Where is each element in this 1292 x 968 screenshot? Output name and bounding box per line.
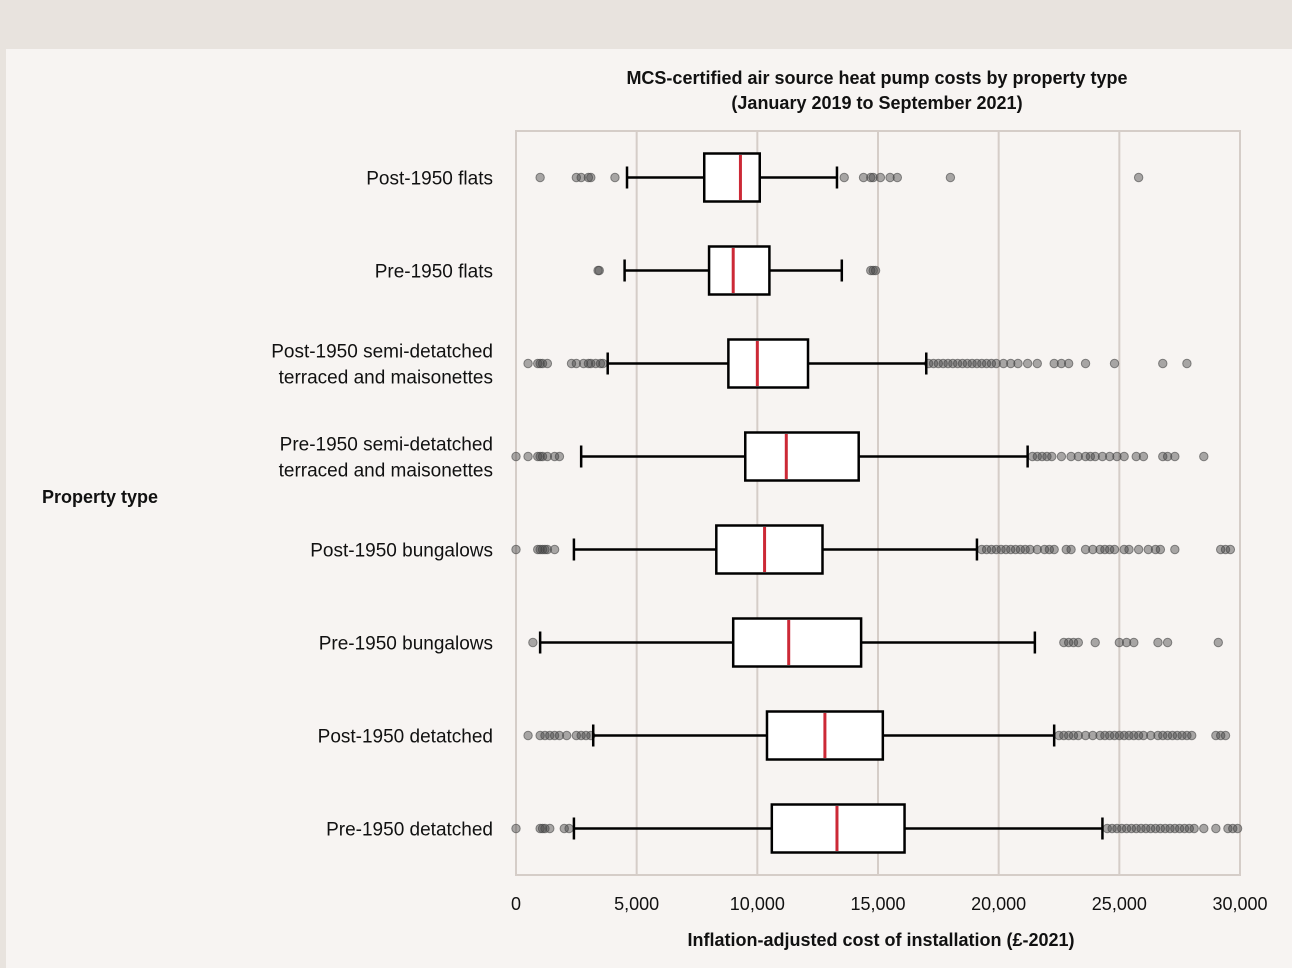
outlier-point [1014,359,1022,367]
iqr-box [728,340,808,388]
x-tick-label: 30,000 [1212,894,1267,914]
outlier-point [512,452,520,460]
box-row [524,712,1230,760]
outlier-point [1171,452,1179,460]
outlier-point [524,359,532,367]
box-row [524,340,1191,388]
outlier-point [1057,452,1065,460]
x-tick-label: 10,000 [730,894,785,914]
outlier-point [1050,545,1058,553]
outlier-point [524,452,532,460]
box-row [512,433,1208,481]
outlier-point [1110,359,1118,367]
outlier-point [1081,359,1089,367]
outlier-point [529,638,537,646]
box-row [536,154,1143,202]
iqr-box [745,433,858,481]
x-axis-title: Inflation-adjusted cost of installation … [687,930,1074,950]
outlier-point [1183,359,1191,367]
category-label: Pre-1950 bungalows [319,634,493,655]
outlier-point [1130,638,1138,646]
outlier-point [1212,824,1220,832]
outlier-point [1139,452,1147,460]
outlier-point [536,173,544,181]
outlier-point [524,731,532,739]
outlier-point [1233,824,1241,832]
outlier-point [595,266,603,274]
outlier-point [1110,545,1118,553]
outlier-point [611,173,619,181]
outlier-point [1200,452,1208,460]
outlier-point [1134,545,1142,553]
grid-lines [637,131,1120,875]
outlier-point [1067,545,1075,553]
outlier-point [1159,359,1167,367]
outlier-point [1154,638,1162,646]
outlier-point [876,173,884,181]
outlier-point [1023,359,1031,367]
category-label: Post-1950 semi-detatched [271,342,493,363]
outlier-point [1171,545,1179,553]
category-label: Post-1950 bungalows [310,541,493,562]
outlier-point [946,173,954,181]
outlier-point [1226,545,1234,553]
box-series [512,154,1242,853]
outlier-point [1214,638,1222,646]
outlier-point [565,824,573,832]
outlier-point [1200,824,1208,832]
iqr-box [716,526,822,574]
x-tick-label: 15,000 [850,894,905,914]
outlier-point [555,452,563,460]
category-label: Pre-1950 flats [375,262,493,283]
x-tick-label: 25,000 [1092,894,1147,914]
category-label: Post-1950 detatched [318,727,493,748]
x-tick-label: 0 [511,894,521,914]
outlier-point [562,731,570,739]
category-label: terraced and maisonettes [279,461,493,482]
outlier-point [1156,545,1164,553]
outlier-point [599,359,607,367]
x-tick-label: 5,000 [614,894,659,914]
outlier-point [1134,173,1142,181]
iqr-box [733,619,861,667]
outlier-point [550,545,558,553]
chart-title-line2: (January 2019 to September 2021) [731,93,1022,113]
y-axis-title: Property type [42,487,158,507]
outlier-point [1064,359,1072,367]
x-tick-labels: 0 5,000 10,000 15,000 20,000 25,000 30,000 [511,894,1268,914]
outlier-point [1125,545,1133,553]
outlier-point [546,824,554,832]
outlier-point [840,173,848,181]
outlier-point [893,173,901,181]
outlier-point [1074,638,1082,646]
box-row [512,526,1235,574]
outlier-point [871,266,879,274]
outlier-point [1190,824,1198,832]
category-label: Post-1950 flats [366,169,493,190]
outlier-point [1091,638,1099,646]
outlier-point [543,359,551,367]
box-row [512,805,1242,853]
iqr-box [709,247,769,295]
outlier-point [512,824,520,832]
iqr-box [704,154,760,202]
outlier-point [1120,452,1128,460]
category-label: Pre-1950 semi-detatched [280,435,493,456]
outlier-point [1048,452,1056,460]
chart-title-line1: MCS-certified air source heat pump costs… [626,68,1127,88]
category-label: Pre-1950 detatched [326,820,493,841]
outlier-point [1163,638,1171,646]
category-label: terraced and maisonettes [279,368,493,389]
x-tick-label: 20,000 [971,894,1026,914]
outlier-point [1221,731,1229,739]
outlier-point [1033,359,1041,367]
outlier-point [1188,731,1196,739]
category-labels: Post-1950 flats Pre-1950 flats Post-1950 s… [271,169,493,841]
outlier-point [587,173,595,181]
outlier-point [512,545,520,553]
